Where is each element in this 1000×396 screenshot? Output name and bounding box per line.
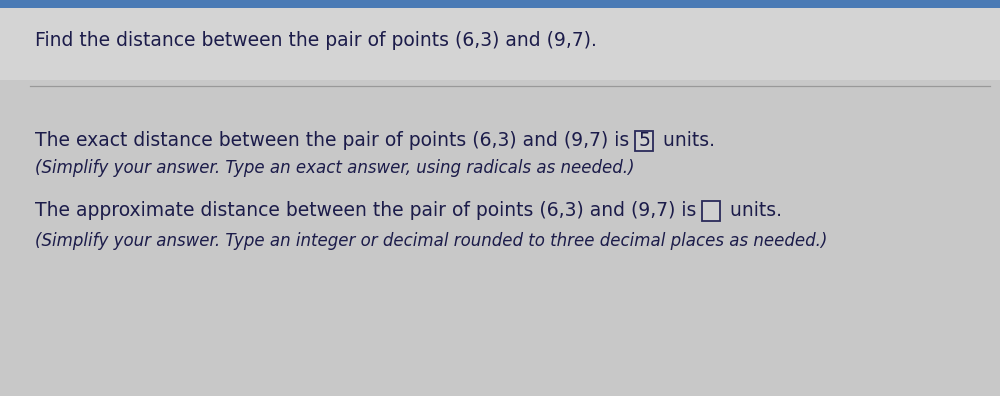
Text: Find the distance between the pair of points (6,3) and (9,7).: Find the distance between the pair of po…	[35, 30, 597, 50]
Bar	[0, 0, 1000, 80]
Bar	[0, 0, 1000, 8]
Bar	[702, 201, 720, 221]
Text: units.: units.	[724, 202, 782, 221]
Text: units.: units.	[657, 131, 715, 150]
Text: 5: 5	[638, 131, 650, 150]
Text: (Simplify your answer. Type an exact answer, using radicals as needed.): (Simplify your answer. Type an exact ans…	[35, 159, 635, 177]
Text: The approximate distance between the pair of points (6,3) and (9,7) is: The approximate distance between the pai…	[35, 202, 702, 221]
Bar	[635, 131, 653, 151]
Text: The exact distance between the pair of points (6,3) and (9,7) is: The exact distance between the pair of p…	[35, 131, 635, 150]
Text: (Simplify your answer. Type an integer or decimal rounded to three decimal place: (Simplify your answer. Type an integer o…	[35, 232, 827, 250]
